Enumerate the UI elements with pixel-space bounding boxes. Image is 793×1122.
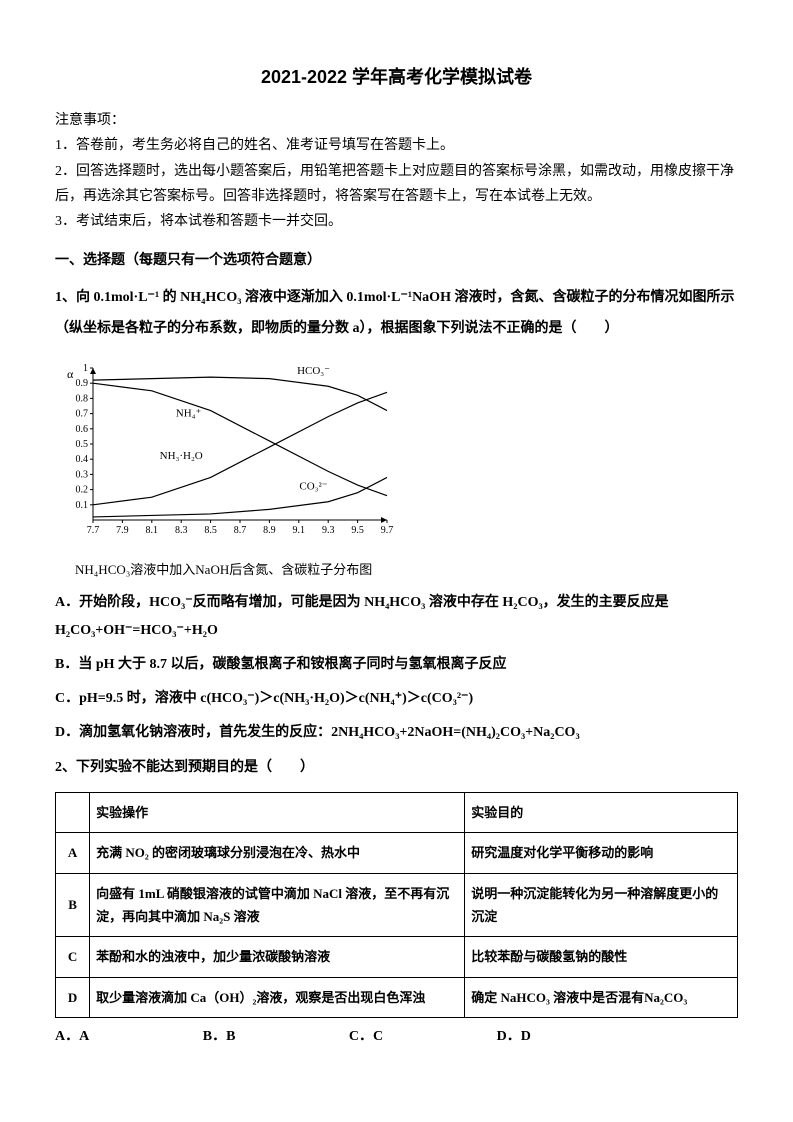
svg-text:9.1: 9.1 bbox=[293, 525, 306, 536]
svg-text:NH₃·H₂O: NH₃·H₂O bbox=[160, 451, 203, 463]
row-letter: B bbox=[56, 873, 90, 937]
svg-text:9.3: 9.3 bbox=[322, 525, 335, 536]
table-header-row: 实验操作 实验目的 bbox=[56, 792, 738, 832]
svg-text:0.9: 0.9 bbox=[76, 379, 89, 390]
svg-text:0.1: 0.1 bbox=[76, 500, 89, 511]
table-header-purpose: 实验目的 bbox=[465, 792, 738, 832]
answer-b: B．B bbox=[203, 1024, 236, 1051]
svg-text:0.4: 0.4 bbox=[76, 455, 89, 466]
svg-text:7.9: 7.9 bbox=[116, 525, 128, 536]
svg-text:α: α bbox=[67, 367, 74, 381]
row-letter: D bbox=[56, 977, 90, 1017]
svg-text:1: 1 bbox=[83, 363, 88, 374]
instructions-heading: 注意事项： bbox=[55, 108, 738, 133]
row-op: 向盛有 1mL 硝酸银溶液的试管中滴加 NaCl 溶液，至不再有沉淀，再向其中滴… bbox=[90, 873, 465, 937]
instruction-item: 2．回答选择题时，选出每小题答案后，用铅笔把答题卡上对应题目的答案标号涂黑，如需… bbox=[55, 159, 738, 209]
row-purpose: 确定 NaHCO₃ 溶液中是否混有Na₂CO₃ bbox=[465, 977, 738, 1017]
q1-option-d: D．滴加氢氧化钠溶液时，首先发生的反应：2NH₄HCO₃+2NaOH=(NH₄)… bbox=[55, 719, 738, 747]
svg-text:HCO₃⁻: HCO₃⁻ bbox=[297, 365, 330, 377]
svg-text:0.5: 0.5 bbox=[76, 439, 89, 450]
row-letter: A bbox=[56, 833, 90, 873]
instructions-block: 注意事项： 1．答卷前，考生务必将自己的姓名、准考证号填写在答题卡上。 2．回答… bbox=[55, 108, 738, 234]
page-title: 2021-2022 学年高考化学模拟试卷 bbox=[55, 60, 738, 94]
row-op: 取少量溶液滴加 Ca（OH）₂溶液，观察是否出现白色浑浊 bbox=[90, 977, 465, 1017]
table-row: A 充满 NO₂ 的密闭玻璃球分别浸泡在冷、热水中 研究温度对化学平衡移动的影响 bbox=[56, 833, 738, 873]
svg-text:8.1: 8.1 bbox=[146, 525, 159, 536]
svg-text:0.3: 0.3 bbox=[76, 470, 89, 481]
question-2-stem: 2、下列实验不能达到预期目的是（ ） bbox=[55, 753, 738, 784]
experiment-table: 实验操作 实验目的 A 充满 NO₂ 的密闭玻璃球分别浸泡在冷、热水中 研究温度… bbox=[55, 792, 738, 1018]
svg-text:8.5: 8.5 bbox=[204, 525, 217, 536]
section-header: 一、选择题（每题只有一个选项符合题意） bbox=[55, 248, 738, 275]
row-purpose: 说明一种沉淀能转化为另一种溶解度更小的沉淀 bbox=[465, 873, 738, 937]
question-1-stem: 1、向 0.1mol·L⁻¹ 的 NH₄HCO₃ 溶液中逐渐加入 0.1mol·… bbox=[55, 283, 738, 345]
answer-a: A．A bbox=[55, 1024, 89, 1051]
row-purpose: 研究温度对化学平衡移动的影响 bbox=[465, 833, 738, 873]
table-row: C 苯酚和水的浊液中，加少量浓碳酸钠溶液 比较苯酚与碳酸氢钠的酸性 bbox=[56, 937, 738, 977]
row-op: 苯酚和水的浊液中，加少量浓碳酸钠溶液 bbox=[90, 937, 465, 977]
svg-text:9.5: 9.5 bbox=[351, 525, 364, 536]
svg-text:0.6: 0.6 bbox=[76, 424, 89, 435]
svg-text:9.7: 9.7 bbox=[381, 525, 394, 536]
instruction-item: 1．答卷前，考生务必将自己的姓名、准考证号填写在答题卡上。 bbox=[55, 133, 738, 158]
q1-option-c: C．pH=9.5 时，溶液中 c(HCO₃⁻)＞c(NH₃·H₂O)＞c(NH₄… bbox=[55, 685, 738, 713]
svg-text:8.3: 8.3 bbox=[175, 525, 188, 536]
answer-c: C．C bbox=[349, 1024, 383, 1051]
svg-text:0.7: 0.7 bbox=[76, 409, 89, 420]
row-purpose: 比较苯酚与碳酸氢钠的酸性 bbox=[465, 937, 738, 977]
table-row: D 取少量溶液滴加 Ca（OH）₂溶液，观察是否出现白色浑浊 确定 NaHCO₃… bbox=[56, 977, 738, 1017]
row-op: 充满 NO₂ 的密闭玻璃球分别浸泡在冷、热水中 bbox=[90, 833, 465, 873]
chart-svg: 0.1 0.2 0.3 0.4 0.5 0.6 0.7 0.8 0.9 1 7.7 7.9 8.1 8.3… bbox=[55, 352, 395, 552]
instruction-item: 3．考试结束后，将本试卷和答题卡一并交回。 bbox=[55, 209, 738, 234]
svg-text:7.7: 7.7 bbox=[87, 525, 100, 536]
chart-caption: NH₄HCO₃溶液中加入NaOH后含氮、含碳粒子分布图 bbox=[75, 558, 738, 583]
table-header-op: 实验操作 bbox=[90, 792, 465, 832]
q1-option-b: B．当 pH 大于 8.7 以后，碳酸氢根离子和铵根离子同时与氢氧根离子反应 bbox=[55, 651, 738, 679]
row-letter: C bbox=[56, 937, 90, 977]
svg-text:NH₄⁺: NH₄⁺ bbox=[176, 408, 202, 420]
svg-text:8.7: 8.7 bbox=[234, 525, 247, 536]
distribution-chart: 0.1 0.2 0.3 0.4 0.5 0.6 0.7 0.8 0.9 1 7.7 7.9 8.1 8.3… bbox=[55, 352, 395, 552]
svg-text:8.9: 8.9 bbox=[263, 525, 276, 536]
table-row: B 向盛有 1mL 硝酸银溶液的试管中滴加 NaCl 溶液，至不再有沉淀，再向其… bbox=[56, 873, 738, 937]
q2-answer-choices: A．A B．B C．C D．D bbox=[55, 1024, 738, 1051]
svg-text:0.2: 0.2 bbox=[76, 485, 89, 496]
answer-d: D．D bbox=[497, 1024, 531, 1051]
svg-text:CO₃²⁻: CO₃²⁻ bbox=[299, 481, 327, 493]
table-header-blank bbox=[56, 792, 90, 832]
q1-option-a: A．开始阶段，HCO₃⁻反而略有增加，可能是因为 NH₄HCO₃ 溶液中存在 H… bbox=[55, 589, 738, 645]
svg-text:0.8: 0.8 bbox=[76, 394, 89, 405]
